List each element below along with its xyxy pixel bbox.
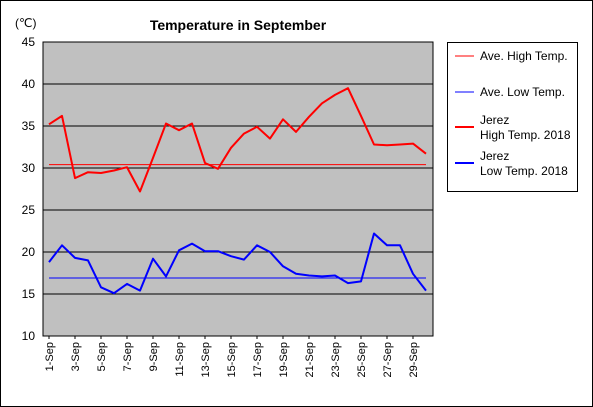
x-tick-label: 15-Sep bbox=[226, 342, 238, 377]
x-tick-label: 9-Sep bbox=[148, 342, 160, 371]
legend-label: Jerez bbox=[480, 149, 509, 163]
y-axis-ticks: 10 15 20 25 30 35 40 45 bbox=[22, 35, 36, 343]
series-line-2 bbox=[48, 87, 427, 193]
legend-label: Low Temp. 2018 bbox=[480, 164, 568, 178]
plot-area bbox=[42, 41, 434, 337]
series-lines bbox=[48, 87, 427, 295]
y-tick-label: 15 bbox=[22, 287, 36, 301]
x-tick-label: 23-Sep bbox=[330, 342, 342, 377]
x-tick-label: 7-Sep bbox=[122, 342, 134, 371]
x-tick-label: 21-Sep bbox=[304, 342, 316, 377]
legend-label: Ave. High Temp. bbox=[480, 49, 568, 63]
x-tick-label: 25-Sep bbox=[356, 342, 368, 377]
y-tick-label: 20 bbox=[22, 245, 36, 259]
y-tick-label: 45 bbox=[22, 35, 36, 49]
x-tick-label: 27-Sep bbox=[382, 342, 394, 377]
x-tick-label: 1-Sep bbox=[44, 342, 56, 371]
x-axis-ticks: 1-Sep 3-Sep 5-Sep 7-Sep 9-Sep 11-Sep 13-Sep 15-… bbox=[44, 336, 420, 377]
chart-title: Temperature in September bbox=[150, 17, 327, 33]
x-tick-label: 13-Sep bbox=[200, 342, 212, 377]
y-tick-label: 35 bbox=[22, 119, 36, 133]
series-line-3 bbox=[48, 232, 427, 295]
y-tick-label: 10 bbox=[22, 329, 36, 343]
legend-label: High Temp. 2018 bbox=[480, 128, 571, 142]
legend-label: Ave. Low Temp. bbox=[480, 85, 565, 99]
x-tick-label: 11-Sep bbox=[174, 342, 186, 377]
x-tick-label: 5-Sep bbox=[96, 342, 108, 371]
legend-label: Jerez bbox=[480, 113, 509, 127]
x-tick-label: 19-Sep bbox=[278, 342, 290, 377]
x-tick-label: 3-Sep bbox=[70, 342, 82, 371]
y-tick-label: 30 bbox=[22, 161, 36, 175]
legend-box bbox=[447, 42, 578, 192]
y-tick-label: 40 bbox=[22, 77, 36, 91]
y-axis-unit-label: (℃) bbox=[15, 16, 36, 30]
x-tick-label: 17-Sep bbox=[252, 342, 264, 377]
x-tick-label: 29-Sep bbox=[408, 342, 420, 377]
y-tick-label: 25 bbox=[22, 203, 36, 217]
